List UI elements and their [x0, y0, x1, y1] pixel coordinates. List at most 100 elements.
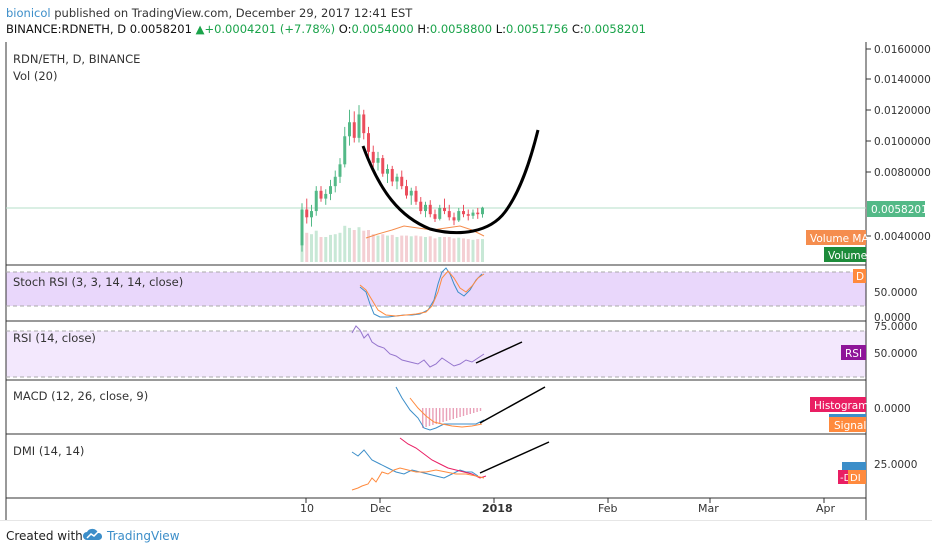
minus-di-tag [838, 470, 850, 484]
volume-bar [447, 237, 451, 262]
last-price: 0.0058201 [129, 22, 192, 36]
stoch-tick: 50.0000 [874, 287, 917, 299]
di-tag [848, 470, 866, 484]
volume-bar [462, 238, 465, 262]
rsi-line [351, 325, 485, 368]
rsi-label: RSI (14, close) [13, 331, 96, 345]
candle-body [405, 186, 408, 196]
candle-body [466, 214, 470, 216]
ohlc-line: BINANCE:RDNETH, D 0.0058201 ▲+0.0004201 … [6, 22, 646, 36]
chart-area[interactable]: RDN/ETH, D, BINANCE Vol (20) Stoch RSI (… [0, 42, 932, 520]
histogram-bar [428, 408, 431, 426]
tradingview-brand-link[interactable]: TradingView [107, 529, 180, 543]
stoch-d-line [359, 270, 485, 317]
candle-body [386, 168, 389, 174]
candle-body [414, 190, 418, 202]
price-tick: 0.0100000 [874, 136, 931, 148]
stoch-k-line [359, 267, 483, 318]
volume-bar [414, 235, 418, 262]
volume-bar [338, 232, 342, 262]
rsi-tag-text: RSI [845, 348, 862, 360]
volume-bar [395, 237, 399, 262]
candle-body [471, 212, 475, 216]
low-value: 0.0051756 [506, 22, 569, 36]
volume-bar [324, 237, 328, 262]
candle-body [333, 176, 337, 187]
macd-signal-line [409, 397, 483, 428]
price-tick: 0.0140000 [874, 74, 931, 86]
candle-body [362, 114, 366, 134]
chart-svg[interactable]: RDN/ETH, D, BINANCE Vol (20) Stoch RSI (… [0, 42, 932, 520]
rsi-tick: 50.0000 [874, 348, 917, 360]
time-tick: Apr [816, 502, 836, 515]
volume-bar [310, 234, 313, 262]
candle-body [428, 204, 432, 215]
candle-body [324, 193, 328, 199]
candle-body [329, 186, 332, 194]
volume-bar [362, 230, 366, 262]
volume-bar [457, 237, 461, 262]
chart-header: bionicol published on TradingView.com, D… [0, 0, 932, 44]
histogram-bar [432, 408, 434, 425]
open-value: 0.0054000 [351, 22, 414, 36]
symbol-label: BINANCE:RDNETH, D [6, 22, 127, 36]
low-label: L: [495, 22, 507, 36]
stoch-rsi-label: Stoch RSI (3, 3, 14, 14, close) [13, 275, 183, 289]
candle-body [338, 164, 342, 177]
high-value: 0.0058800 [429, 22, 493, 36]
signal-tag [829, 417, 866, 432]
histogram-bar [479, 408, 482, 411]
macd-histogram [422, 408, 482, 428]
price-tick: 0.0160000 [874, 44, 931, 56]
volume-bar [471, 239, 475, 262]
time-tick: Dec [370, 502, 391, 515]
volume-bar [381, 234, 385, 262]
histogram-bar [449, 408, 451, 420]
candle-body [390, 168, 394, 182]
symbol-title: RDN/ETH, D, BINANCE [13, 52, 140, 66]
author-link[interactable]: bionicol [6, 6, 51, 20]
close-value: 0.0058201 [583, 22, 646, 36]
volume-bar [390, 234, 394, 262]
candle-body [395, 176, 399, 182]
stoch-d-tag-text: D [856, 271, 864, 283]
price-change: +0.0004201 (+7.78%) [204, 22, 336, 36]
candle-body [310, 211, 313, 218]
volume-bar [371, 234, 375, 262]
rsi-tick: 75.0000 [874, 321, 917, 333]
minus-di-line [399, 437, 487, 479]
volume-ma-tag [806, 230, 866, 245]
histogram-bar [469, 408, 471, 414]
candle-body [381, 158, 385, 174]
volume-bar [452, 238, 456, 262]
volume-bar [409, 236, 413, 262]
candle-body [367, 133, 370, 152]
histogram-bar [445, 408, 448, 421]
high-label: H: [417, 22, 430, 36]
candle-body [447, 211, 451, 218]
volume-bar [466, 239, 470, 262]
plus-di-line [351, 449, 479, 479]
candle-body [419, 201, 423, 212]
cup-pattern-drawing [361, 129, 540, 235]
time-tick: 2018 [482, 502, 513, 515]
tradingview-cloud-icon[interactable] [82, 527, 104, 546]
histogram-bar [442, 408, 444, 422]
macd-label: MACD (12, 26, close, 9) [13, 389, 148, 403]
volume-bar [400, 235, 404, 262]
candle-body [452, 217, 456, 221]
candle-body [462, 211, 465, 215]
candle-body [476, 212, 480, 215]
open-label: O: [338, 22, 352, 36]
candle-body [305, 209, 309, 218]
volume-bar [348, 227, 351, 262]
volume-bar [319, 237, 323, 262]
candle-body [376, 158, 380, 163]
volume-bar [428, 236, 432, 262]
time-tick: Mar [698, 502, 719, 515]
candle-body [457, 211, 461, 221]
candle-body [438, 207, 442, 219]
last-price-tag-text: 0.0058201 [871, 204, 928, 216]
volume-bar [419, 236, 423, 262]
volume-bar [352, 230, 356, 262]
